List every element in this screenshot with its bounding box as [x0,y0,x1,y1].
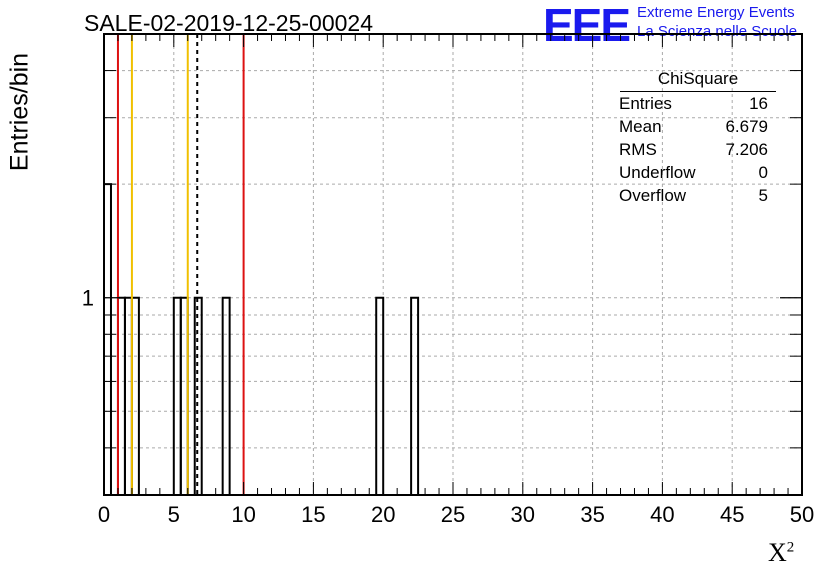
stats-row-entries: Entries 16 [612,92,776,115]
stats-row-mean: Mean 6.679 [612,115,776,138]
y-tick-label: 1 [82,286,94,311]
x-axis-label-base: X [768,538,787,567]
stats-value: 16 [749,94,768,113]
logo-line-1: Extreme Energy Events [637,4,795,21]
x-axis-label: X2 [768,538,794,568]
stats-value: 6.679 [725,117,768,136]
stats-row-underflow: Underflow 0 [612,161,776,184]
histogram-bin [193,296,203,495]
histogram-bin [221,296,231,495]
histogram-bin [103,183,112,495]
x-tick-label: 40 [650,502,674,527]
histogram-bin [123,296,133,495]
x-tick-label: 0 [98,502,110,527]
stats-title: ChiSquare [620,67,776,92]
stats-label: Entries [619,94,672,113]
x-tick-label: 25 [441,502,465,527]
x-tick-label: 5 [168,502,180,527]
x-axis-label-superscript: 2 [786,539,795,556]
x-tick-label: 50 [790,502,814,527]
stats-value: 0 [758,163,768,182]
histogram-bin [179,296,189,495]
stats-row-overflow: Overflow 5 [612,184,776,207]
stats-label: Mean [619,117,662,136]
x-tick-label: 10 [231,502,255,527]
x-tick-label: 15 [301,502,325,527]
x-tick-label: 30 [511,502,535,527]
histogram-bin [116,296,126,495]
stats-rows: Entries 16 Mean 6.679 RMS 7.206 Underflow 0 Over… [612,92,776,207]
x-tick-label: 20 [371,502,395,527]
logo-line-2: La Scienza nelle Scuole [637,23,798,40]
eee-logo: EEE [543,0,631,51]
stats-value: 5 [758,186,768,205]
eee-logo-text: Extreme Energy Events La Scienza nelle S… [637,3,797,41]
stats-row-rms: RMS 7.206 [612,138,776,161]
stats-value: 7.206 [725,140,768,159]
chart-title: SALE-02-2019-12-25-00024 [84,10,373,36]
stats-label: Overflow [619,186,687,205]
stats-box: ChiSquare Entries 16 Mean 6.679 RMS 7.206 Unde… [612,67,776,207]
x-tick-label: 35 [580,502,604,527]
stats-label: Underflow [619,163,696,182]
histogram-bin [172,296,182,495]
x-tick-label: 45 [720,502,744,527]
histogram-bin [375,296,385,495]
histogram-bin [410,296,420,495]
stats-label: RMS [619,140,657,159]
histogram-bin [130,296,140,495]
